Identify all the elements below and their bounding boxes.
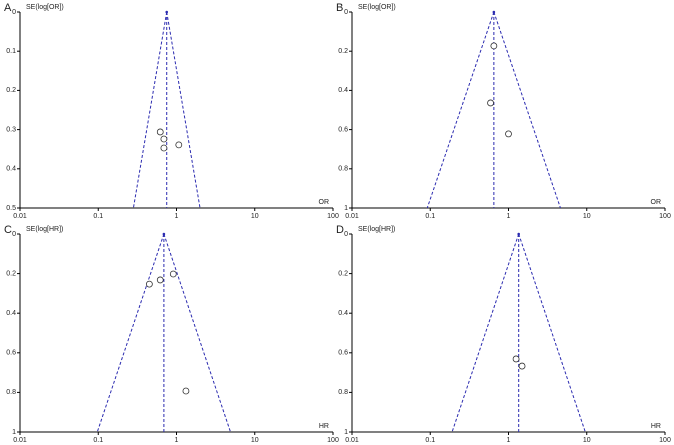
funnel-lower: [426, 11, 495, 209]
x-tick-label: 100: [659, 213, 671, 220]
x-tick-label: 0.1: [93, 213, 103, 220]
y-tick-label: 0: [344, 9, 348, 16]
x-tick-label: 100: [659, 437, 671, 444]
panel-label: C: [4, 224, 12, 236]
apex: [517, 232, 520, 236]
y-tick-label: 0.2: [338, 270, 348, 277]
x-tick-label: 100: [327, 437, 339, 444]
y-tick-label: 0.6: [338, 126, 348, 133]
y-tick-label: 0.6: [338, 350, 348, 357]
x-tick-label: 0.01: [345, 213, 359, 220]
x-tick-label: 0.1: [425, 437, 435, 444]
x-axis-label: OR: [651, 199, 662, 206]
x-tick-label: 1: [175, 437, 179, 444]
y-axis-label: SE(log[HR]): [26, 226, 63, 233]
y-tick-label: 0.8: [338, 166, 348, 173]
y-tick-label: 0.4: [338, 87, 348, 94]
y-tick-label: 1: [12, 429, 16, 436]
y-tick-label: 1: [344, 429, 348, 436]
x-tick-label: 1: [175, 213, 179, 220]
funnel-upper: [493, 11, 561, 209]
y-axis-label: SE(log[OR]): [26, 4, 64, 11]
x-axis-label: HR: [319, 423, 329, 430]
funnel-upper: [518, 233, 586, 433]
study-point: [512, 355, 520, 363]
y-tick-label: 0.4: [6, 310, 16, 317]
apex: [165, 10, 169, 14]
y-tick-label: 0: [12, 231, 16, 238]
y-axis-label: SE(log[HR]): [358, 226, 395, 233]
study-point: [156, 276, 164, 284]
x-tick-label: 1: [507, 213, 511, 220]
x-axis-label: OR: [319, 199, 330, 206]
funnel-lower: [451, 233, 520, 433]
study-point: [145, 280, 153, 288]
y-tick-label: 0.2: [6, 87, 16, 94]
x-tick-label: 0.01: [13, 213, 27, 220]
x-tick-label: 10: [583, 213, 591, 220]
x-tick-label: 0.01: [345, 437, 359, 444]
y-tick-label: 0: [344, 231, 348, 238]
study-point: [156, 128, 164, 136]
panel-label: A: [4, 2, 12, 14]
funnel-lower: [96, 233, 165, 433]
y-tick-label: 1: [344, 205, 348, 212]
y-tick-label: 0.6: [6, 350, 16, 357]
apex: [492, 10, 496, 14]
x-tick-label: 10: [583, 437, 591, 444]
x-tick-label: 10: [251, 213, 259, 220]
study-point: [169, 270, 177, 278]
y-tick-label: 0.8: [6, 389, 16, 396]
y-tick-label: 0.2: [6, 270, 16, 277]
study-point: [487, 99, 494, 107]
x-tick-label: 0.1: [425, 213, 435, 220]
y-tick-label: 0.2: [338, 48, 348, 55]
y-tick-label: 0.5: [6, 205, 16, 212]
funnel-lower: [132, 11, 168, 209]
x-tick-label: 100: [327, 213, 339, 220]
y-tick-label: 0.3: [6, 126, 16, 133]
study-point: [175, 141, 183, 149]
panel-label: D: [336, 224, 344, 236]
x-tick-label: 0.01: [13, 437, 27, 444]
y-tick-label: 0.4: [6, 166, 16, 173]
study-point: [518, 362, 526, 370]
y-tick-label: 0.4: [338, 310, 348, 317]
study-point: [160, 144, 168, 152]
study-point: [160, 135, 168, 143]
y-axis-label: SE(log[OR]): [358, 4, 396, 11]
funnel-upper: [163, 233, 231, 433]
funnel-upper: [166, 11, 201, 209]
study-point: [505, 130, 512, 138]
y-tick-label: 0.1: [6, 48, 16, 55]
x-tick-label: 0.1: [93, 437, 103, 444]
y-tick-label: 0.8: [338, 389, 348, 396]
study-point: [182, 387, 190, 395]
y-tick-label: 0: [12, 9, 16, 16]
panel-label: B: [336, 2, 343, 14]
x-tick-label: 1: [507, 437, 511, 444]
study-point: [490, 42, 498, 50]
x-tick-label: 10: [251, 437, 259, 444]
apex: [162, 232, 166, 236]
x-axis-label: HR: [651, 423, 661, 430]
